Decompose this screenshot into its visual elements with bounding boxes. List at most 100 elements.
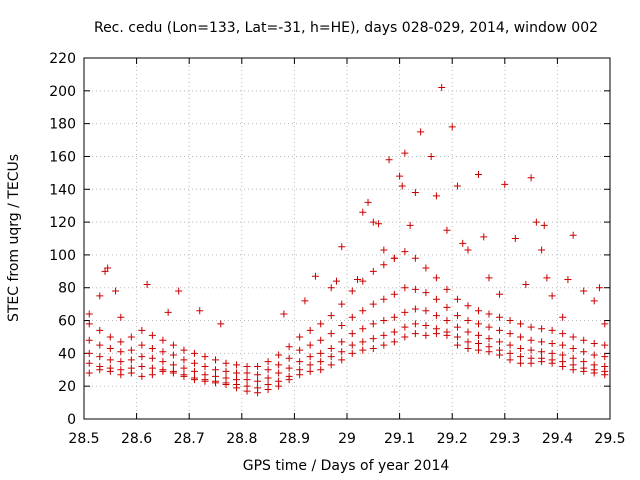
data-point — [543, 274, 551, 282]
data-point — [443, 317, 451, 325]
data-point — [338, 338, 346, 346]
data-point — [538, 348, 546, 356]
data-point — [443, 285, 451, 293]
data-point — [580, 336, 588, 344]
data-point — [453, 333, 461, 341]
data-point — [254, 377, 262, 385]
data-point — [422, 307, 430, 315]
data-point — [580, 348, 588, 356]
data-point — [369, 300, 377, 308]
x-axis-ticks: 28.5 28.6 28.7 28.8 28.9 29 29.1 29.2 29.3 29.4 29… — [68, 58, 626, 447]
data-point — [569, 361, 577, 369]
data-point — [117, 338, 125, 346]
data-point — [464, 344, 472, 352]
data-point — [580, 364, 588, 372]
data-point — [127, 356, 135, 364]
data-point — [401, 308, 409, 316]
data-point — [243, 376, 251, 384]
y-tick-label: 160 — [49, 149, 76, 165]
data-point — [233, 369, 241, 377]
data-point — [85, 369, 93, 377]
data-point — [406, 221, 414, 229]
data-point — [348, 349, 356, 357]
data-point — [338, 348, 346, 356]
data-point — [275, 377, 283, 385]
x-tick-label: 29.1 — [384, 431, 415, 447]
data-point — [422, 264, 430, 272]
data-point — [85, 359, 93, 367]
data-point — [306, 341, 314, 349]
y-tick-label: 20 — [58, 379, 76, 395]
data-point — [453, 312, 461, 320]
data-point — [380, 261, 388, 269]
data-point — [127, 333, 135, 341]
data-point — [148, 371, 156, 379]
data-point — [432, 274, 440, 282]
data-point — [517, 320, 525, 328]
data-point — [569, 333, 577, 341]
data-point — [569, 344, 577, 352]
data-point — [517, 333, 525, 341]
y-tick-label: 0 — [67, 412, 76, 428]
data-point — [411, 285, 419, 293]
data-point — [411, 320, 419, 328]
data-point — [180, 356, 188, 364]
data-point — [548, 356, 556, 364]
data-point — [517, 359, 525, 367]
data-point — [254, 362, 262, 370]
data-point — [564, 276, 572, 284]
x-tick-label: 29.5 — [594, 431, 625, 447]
data-point — [517, 344, 525, 352]
data-point — [264, 366, 272, 374]
data-point — [548, 340, 556, 348]
data-point — [559, 358, 567, 366]
data-point — [411, 330, 419, 338]
data-point — [138, 362, 146, 370]
data-point — [417, 128, 425, 136]
data-point — [485, 335, 493, 343]
data-point — [559, 341, 567, 349]
data-point — [527, 336, 535, 344]
y-tick-label: 140 — [49, 182, 76, 198]
data-point — [348, 341, 356, 349]
data-point — [443, 226, 451, 234]
data-point — [369, 218, 377, 226]
data-point — [464, 328, 472, 336]
data-point — [285, 343, 293, 351]
data-point — [475, 340, 482, 348]
data-point — [595, 284, 603, 292]
data-point — [559, 313, 567, 321]
data-point — [380, 246, 388, 254]
data-point — [175, 287, 183, 295]
data-point — [264, 358, 272, 366]
data-point — [359, 346, 367, 354]
data-point — [222, 359, 230, 367]
data-point — [559, 351, 567, 359]
data-point — [453, 323, 461, 331]
data-point — [601, 320, 609, 328]
data-point — [117, 366, 125, 374]
data-point — [96, 326, 104, 334]
data-point — [159, 336, 167, 344]
data-point — [559, 330, 567, 338]
data-point — [117, 313, 125, 321]
data-point — [453, 341, 461, 349]
data-point — [475, 307, 482, 315]
data-point — [275, 351, 283, 359]
x-tick-label: 29 — [338, 431, 356, 447]
data-point — [280, 310, 288, 318]
data-point — [590, 361, 598, 369]
data-point — [369, 344, 377, 352]
data-point — [85, 320, 93, 328]
data-point — [327, 312, 335, 320]
data-point — [506, 317, 514, 325]
data-point — [254, 371, 262, 379]
data-point — [380, 331, 388, 339]
data-point — [85, 349, 93, 357]
data-point — [380, 295, 388, 303]
data-point — [201, 362, 209, 370]
data-point — [501, 180, 509, 188]
data-point — [401, 323, 409, 331]
data-point — [522, 280, 530, 288]
data-point — [538, 325, 546, 333]
